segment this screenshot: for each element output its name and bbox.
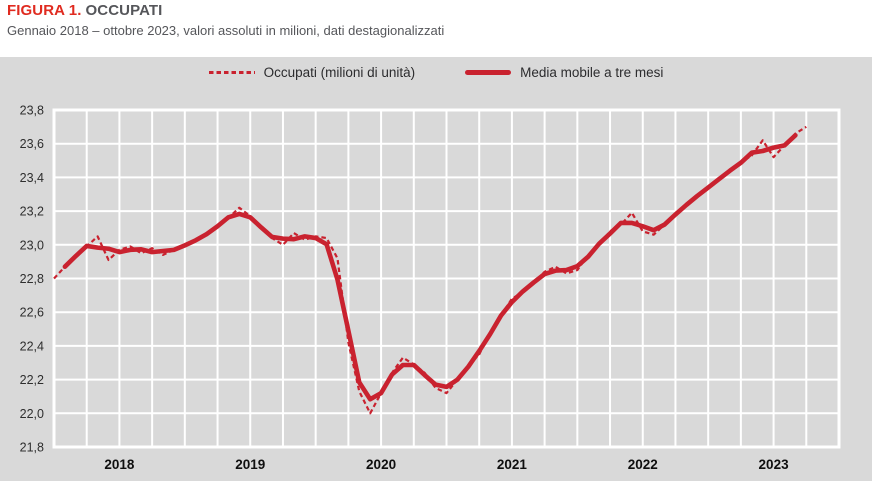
figure-header: FIGURA 1. OCCUPATI Gennaio 2018 – ottobre… (7, 2, 444, 38)
solid-line-swatch-icon (465, 70, 512, 75)
dashed-line-swatch-icon (208, 71, 255, 74)
y-axis-tick-label: 21,8 (20, 441, 44, 455)
figure-title: OCCUPATI (85, 2, 163, 19)
chart-panel: Occupati (milioni di unità) Media mobile… (0, 57, 872, 481)
legend-item-occupati: Occupati (milioni di unità) (208, 65, 416, 80)
y-axis-tick-label: 22,2 (20, 373, 44, 387)
y-axis-tick-label: 23,8 (20, 104, 44, 118)
y-axis-tick-label: 22,0 (20, 407, 44, 421)
y-axis-tick-label: 23,0 (20, 238, 44, 252)
x-axis-tick-label: 2018 (104, 457, 135, 472)
figure-number-label: FIGURA 1. (7, 2, 82, 19)
legend-label-occupati: Occupati (milioni di unità) (263, 65, 416, 80)
y-axis-tick-label: 23,2 (20, 205, 44, 219)
x-axis-tick-label: 2023 (759, 457, 790, 472)
y-axis-tick-label: 23,4 (20, 171, 44, 185)
y-axis-tick-label: 23,6 (20, 137, 44, 151)
chart-legend: Occupati (milioni di unità) Media mobile… (0, 65, 872, 80)
figure-title-line: FIGURA 1. OCCUPATI (7, 2, 444, 19)
legend-item-media-mobile: Media mobile a tre mesi (465, 65, 663, 80)
y-axis-tick-label: 22,4 (20, 339, 44, 353)
series-occupati-dashed-line (53, 125, 807, 415)
x-axis-tick-label: 2020 (366, 457, 396, 472)
x-axis-tick-label: 2022 (628, 457, 658, 472)
series-media-mobile-solid-line (62, 132, 798, 402)
legend-label-media-mobile: Media mobile a tre mesi (520, 65, 664, 80)
y-axis-tick-label: 22,8 (20, 272, 44, 286)
figure-subtitle: Gennaio 2018 – ottobre 2023, valori asso… (7, 23, 445, 38)
x-axis-tick-label: 2019 (235, 457, 265, 472)
x-axis-tick-label: 2021 (497, 457, 528, 472)
y-axis-tick-label: 22,6 (20, 306, 44, 320)
